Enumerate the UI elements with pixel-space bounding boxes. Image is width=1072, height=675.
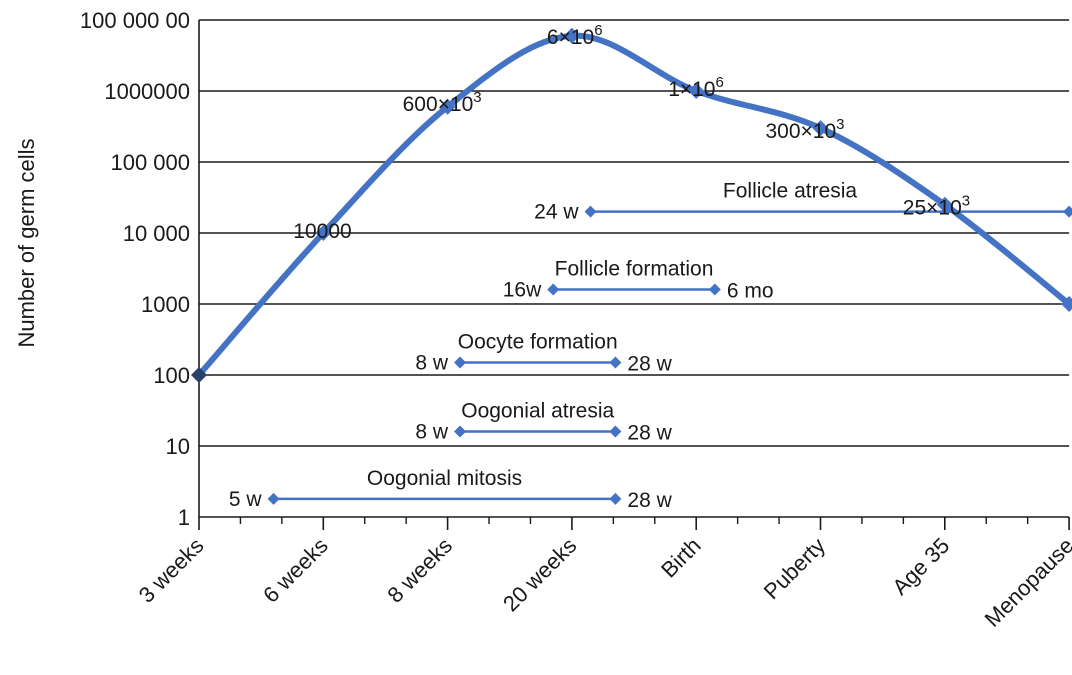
range-title: Oogonial atresia	[461, 400, 614, 423]
range-title: Follicle formation	[555, 258, 714, 281]
range-bar: 8 w 28 w Oocyte formation	[415, 330, 672, 375]
range-title: Follicle atresia	[723, 180, 858, 203]
range-end-label: 28 w	[627, 489, 672, 512]
axes	[198, 20, 1070, 530]
y-tick-labels: 1 10 100 1000 10 000 100 000 1000000 100 000 00	[80, 8, 190, 530]
range-start-label: 5 w	[229, 488, 263, 511]
data-label: 10000	[293, 220, 351, 243]
range-bar: 24 w Follicle atresia	[534, 180, 1072, 224]
x-tick-label: 3 weeks	[134, 533, 209, 608]
range-bar: 8 w 28 w Oogonial atresia	[415, 400, 672, 445]
range-end-marker	[609, 425, 622, 438]
data-label: 25×103	[903, 193, 970, 220]
x-tick-label: 8 weeks	[382, 533, 457, 608]
range-title: Oogonial mitosis	[367, 467, 522, 490]
range-end-label: 28 w	[627, 352, 672, 375]
data-label: 1×106	[668, 74, 724, 101]
range-start-marker	[267, 492, 280, 505]
y-tick-label: 1000	[141, 292, 190, 317]
range-bar: 16w 6 mo Follicle formation	[503, 258, 774, 303]
developmental-ranges: 24 w Follicle atresia 16w 6 mo Follicle form…	[229, 180, 1072, 512]
y-tick-label: 10	[166, 434, 190, 459]
germ-cell-series	[191, 27, 1072, 383]
range-start-marker	[454, 425, 467, 438]
range-end-marker	[609, 356, 622, 369]
data-point-marker	[191, 367, 207, 383]
range-bar: 5 w 28 w Oogonial mitosis	[229, 467, 673, 512]
x-tick-labels: 3 weeks 6 weeks 8 weeks 20 weeks Birth Pubert…	[134, 533, 1072, 632]
data-point-marker	[1061, 296, 1072, 312]
y-tick-label: 1	[178, 505, 190, 530]
grid-lines	[199, 19, 1070, 447]
x-tick-label: Puberty	[759, 533, 830, 604]
data-point-marker	[315, 225, 332, 241]
range-start-label: 16w	[503, 279, 542, 302]
data-label: 6×106	[547, 22, 603, 49]
data-label: 300×103	[766, 116, 845, 143]
range-end-marker	[609, 492, 622, 505]
y-tick-label: 100 000	[110, 150, 190, 175]
x-tick-label: 20 weeks	[498, 533, 581, 616]
y-tick-label: 1000000	[104, 79, 190, 104]
data-annotations: 10000 600×103 6×106 1×106 300×103 25×103	[293, 22, 970, 243]
range-end-marker	[1063, 205, 1072, 218]
data-label: 600×103	[403, 89, 482, 116]
range-start-marker	[584, 205, 597, 218]
x-tick-label: Birth	[656, 533, 706, 583]
y-tick-label: 100 000 00	[80, 8, 190, 33]
range-end-label: 28 w	[627, 422, 672, 445]
range-start-marker	[547, 283, 560, 296]
range-end-marker	[708, 283, 721, 296]
data-point-marker	[563, 27, 580, 44]
data-point-marker	[936, 196, 953, 213]
data-point-marker	[812, 120, 829, 137]
x-tick-label: Menopause	[980, 533, 1072, 632]
y-tick-label: 100	[153, 363, 190, 388]
range-start-marker	[454, 356, 467, 369]
x-tick-label: Age 35	[887, 533, 954, 600]
range-start-label: 8 w	[415, 421, 449, 444]
range-start-label: 24 w	[534, 201, 579, 224]
range-title: Oocyte formation	[458, 330, 618, 353]
data-point-marker	[439, 98, 456, 115]
germ-cell-curve	[196, 32, 1072, 378]
data-point-marker	[688, 83, 705, 99]
x-tick-label: 6 weeks	[258, 533, 333, 608]
y-tick-label: 10 000	[123, 221, 190, 246]
y-axis-title: Number of germ cells	[14, 138, 39, 347]
range-end-label: 6 mo	[727, 280, 774, 303]
range-start-label: 8 w	[415, 351, 449, 374]
